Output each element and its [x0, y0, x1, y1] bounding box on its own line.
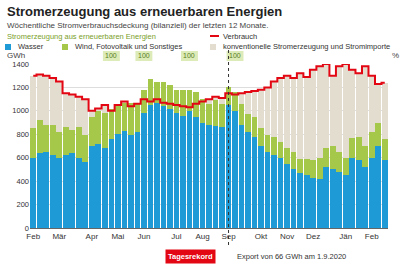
svg-text:Wind, Fotovoltaik und Sonstige: Wind, Fotovoltaik und Sonstiges [75, 42, 182, 51]
svg-text:%: % [392, 51, 399, 60]
svg-text:Mär: Mär [52, 232, 66, 241]
svg-text:Okt: Okt [255, 232, 268, 241]
svg-text:Tagesrekord: Tagesrekord [168, 252, 213, 261]
svg-text:Feb: Feb [26, 232, 40, 241]
svg-text:Mai: Mai [111, 232, 124, 241]
svg-text:Stromerzeugung aus erneuerbare: Stromerzeugung aus erneuerbaren Energien [7, 32, 156, 41]
svg-text:1200: 1200 [12, 83, 29, 92]
svg-text:100: 100 [105, 52, 117, 59]
svg-text:1400: 1400 [12, 60, 29, 69]
svg-text:100: 100 [183, 52, 195, 59]
svg-text:Apr: Apr [86, 232, 99, 241]
svg-text:Jun: Jun [137, 232, 150, 241]
svg-text:1000: 1000 [12, 106, 29, 115]
svg-text:Jän: Jän [339, 232, 352, 241]
svg-text:Aug: Aug [195, 232, 209, 241]
svg-text:Wöchentliche Stromverbrauchsde: Wöchentliche Stromverbrauchsdeckung (bil… [7, 21, 268, 30]
svg-text:200: 200 [16, 200, 29, 209]
svg-text:GWh: GWh [7, 51, 25, 60]
svg-text:0: 0 [25, 224, 29, 233]
svg-text:Nov: Nov [280, 232, 294, 241]
svg-text:100: 100 [229, 52, 241, 59]
svg-text:Stromerzeugung aus erneuerbare: Stromerzeugung aus erneuerbaren Energien [7, 4, 282, 19]
svg-text:800: 800 [16, 130, 29, 139]
svg-text:Verbrauch: Verbrauch [223, 32, 257, 41]
svg-text:Wasser: Wasser [18, 42, 44, 51]
svg-text:600: 600 [16, 153, 29, 162]
svg-text:Export von 66 GWh am 1.9.2020: Export von 66 GWh am 1.9.2020 [237, 252, 346, 261]
svg-text:400: 400 [16, 177, 29, 186]
svg-text:Jul: Jul [171, 232, 181, 241]
svg-text:Dez: Dez [306, 232, 320, 241]
svg-text:Sep: Sep [221, 232, 236, 241]
svg-text:Feb: Feb [365, 232, 379, 241]
svg-text:konventionelle Stromerzeugung: konventionelle Stromerzeugung und Stromi… [223, 42, 390, 51]
svg-text:100: 100 [138, 52, 150, 59]
